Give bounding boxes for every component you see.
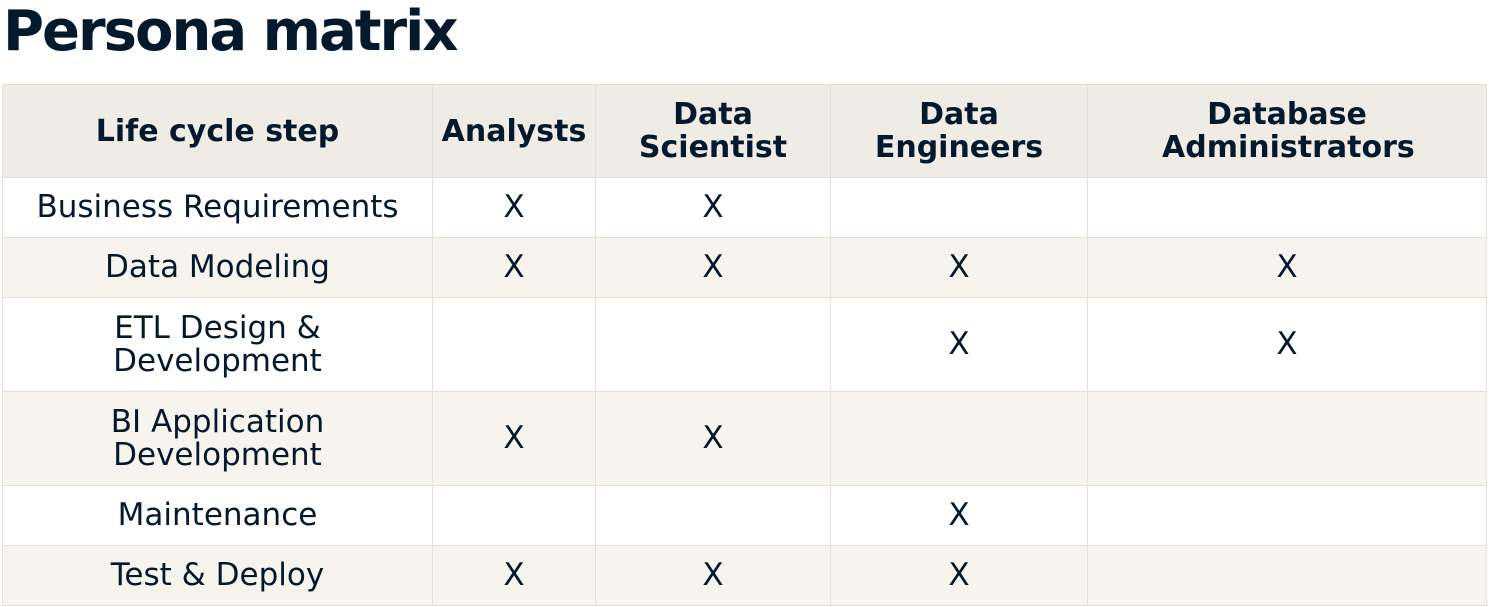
table-cell xyxy=(1087,545,1487,606)
table-cell: X xyxy=(595,237,831,298)
page-title: Persona matrix xyxy=(3,0,458,64)
row-label: Business Requirements xyxy=(2,177,433,238)
table-cell: X xyxy=(595,177,831,238)
row-label: Data Modeling xyxy=(2,237,433,298)
table-cell xyxy=(595,297,831,392)
table-row: ETL Design & Development X X xyxy=(2,297,1487,392)
table-cell xyxy=(595,485,831,546)
table-cell: X xyxy=(432,545,596,606)
table-cell: X xyxy=(830,297,1088,392)
row-label: Maintenance xyxy=(2,485,433,546)
table-row: Maintenance X xyxy=(2,485,1487,546)
row-label: BI Application Development xyxy=(2,391,433,486)
table-cell: X xyxy=(595,391,831,486)
table-cell: X xyxy=(830,545,1088,606)
persona-matrix-table: Life cycle step Analysts Data Scientist … xyxy=(2,84,1487,606)
table-row: Test & Deploy X X X xyxy=(2,545,1487,606)
table-cell: X xyxy=(1087,297,1487,392)
table-cell: X xyxy=(595,545,831,606)
table-cell: X xyxy=(432,391,596,486)
table-cell xyxy=(830,391,1088,486)
table-row: BI Application Development X X xyxy=(2,391,1487,486)
table-cell xyxy=(432,297,596,392)
row-label: Test & Deploy xyxy=(2,545,433,606)
table-cell: X xyxy=(1087,237,1487,298)
table-cell xyxy=(830,177,1088,238)
column-header-data-scientist: Data Scientist xyxy=(595,84,831,178)
table-cell xyxy=(1087,391,1487,486)
table-row: Business Requirements X X xyxy=(2,177,1487,238)
table-cell xyxy=(1087,177,1487,238)
column-header-analysts: Analysts xyxy=(432,84,596,178)
table-cell: X xyxy=(432,237,596,298)
table-cell: X xyxy=(830,485,1088,546)
column-header-data-engineers: Data Engineers xyxy=(830,84,1088,178)
row-label: ETL Design & Development xyxy=(2,297,433,392)
header-row: Life cycle step Analysts Data Scientist … xyxy=(2,84,1487,178)
table-cell: X xyxy=(432,177,596,238)
column-header-life-cycle-step: Life cycle step xyxy=(2,84,433,178)
table-cell xyxy=(1087,485,1487,546)
table-row: Data Modeling X X X X xyxy=(2,237,1487,298)
table-cell: X xyxy=(830,237,1088,298)
table-cell xyxy=(432,485,596,546)
column-header-database-administrators: Database Administrators xyxy=(1087,84,1487,178)
